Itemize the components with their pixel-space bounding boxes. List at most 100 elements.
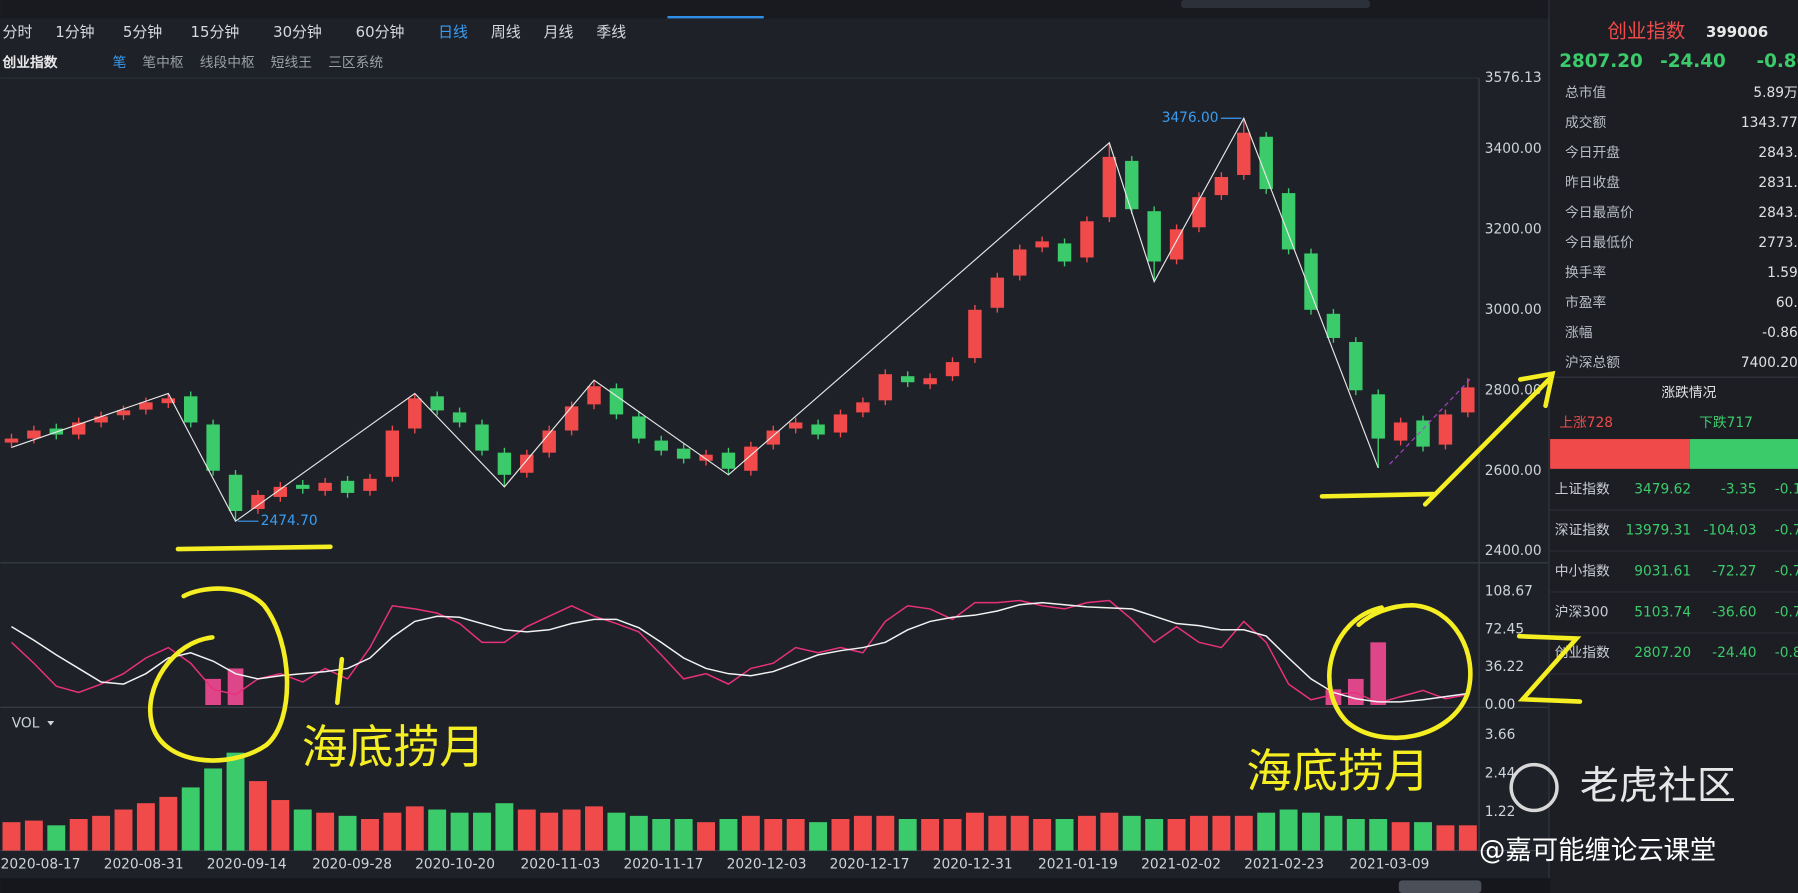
volume-bar [719,818,738,851]
volume-bar [921,818,940,851]
candle-body [1080,221,1094,258]
candle-body [1214,176,1229,196]
candle-body [900,376,915,383]
y-tick-label: 3576.13 [1485,70,1542,86]
scroll-thumb[interactable] [1398,880,1482,893]
period-tab[interactable]: 5分钟 [123,23,162,41]
period-tab[interactable]: 月线 [544,23,574,41]
quote-change: -24.40 [1660,51,1726,72]
volume-bar [271,800,290,851]
y-tick-label: 0.00 [1485,697,1516,713]
index-change: -104.03 [1703,522,1756,538]
candle-body [1035,241,1049,248]
tool-tab[interactable]: 短线王 [271,55,313,71]
candle-body [1192,197,1206,228]
candle-body [968,309,982,359]
up-count: 上涨728 [1559,415,1613,431]
scrollbar[interactable] [0,878,1551,893]
quote-pct: -0.86 [1756,51,1798,72]
volume-bar [428,809,447,851]
x-tick-label: 2021-01-19 [1038,856,1118,872]
volume-bar [629,815,648,851]
index-name[interactable]: 上证指数 [1555,481,1610,497]
candle-body [1259,136,1273,190]
index-change: -24.40 [1712,645,1756,661]
stat-value: 5.89万 [1753,85,1797,101]
volume-bar [540,812,559,851]
candle-body [1281,193,1296,250]
volume-bar [741,815,760,851]
index-name[interactable]: 沪深300 [1555,604,1609,620]
stat-value: 7400.20 [1741,355,1798,371]
circle [148,586,290,763]
stat-label: 昨日收盘 [1565,174,1620,191]
macd-bar [1370,642,1387,705]
candle-body [766,430,780,445]
candle-body [609,388,624,415]
x-tick-label: 2020-11-17 [624,856,704,872]
candle-body [4,438,19,443]
volume-bar [361,818,379,851]
candle-body [497,452,512,475]
period-tab[interactable]: 日线 [438,23,468,41]
volume-bar [1055,818,1074,851]
volume-bar [226,752,245,851]
candle-body [475,424,489,451]
volume-bar [69,818,88,851]
volume-bar [585,806,603,851]
candle-body [1125,160,1139,210]
indicator-line [11,601,1468,703]
stat-value: -0.86 [1762,325,1798,341]
y-tick-label: 36.22 [1485,659,1524,675]
candle-body [430,396,444,411]
period-tab[interactable]: 1分钟 [55,23,94,41]
index-change: -3.35 [1721,481,1757,497]
volume-bar [943,818,962,851]
stat-label: 市盈率 [1565,294,1607,311]
volume-bar [1458,825,1477,851]
y-tick-label: 1.22 [1485,804,1516,820]
x-tick-label: 2020-12-17 [830,856,910,872]
volume-bar [338,815,357,851]
candle-body [1304,253,1318,310]
index-name[interactable]: 中小指数 [1555,563,1610,579]
volume-bar [517,809,536,851]
candle-body [228,474,243,512]
x-tick-label: 2021-02-23 [1244,856,1324,872]
volume-bar [1145,818,1164,851]
period-tab[interactable]: 60分钟 [356,23,405,41]
extreme-label: 3476.00 [1162,110,1219,126]
volume-bar [1414,822,1432,851]
dropdown-arrow[interactable] [47,721,55,726]
x-tick-label: 2020-10-20 [415,856,495,872]
tool-tab[interactable]: 三区系统 [328,55,383,71]
x-tick-label: 2021-02-02 [1141,856,1221,872]
period-tab[interactable]: 分时 [3,23,33,41]
index-name[interactable]: 深证指数 [1555,522,1610,538]
x-tick-label: 2020-11-03 [520,856,600,872]
indicator-line [10,599,1468,704]
y-tick-label: 3400.00 [1485,141,1542,157]
tool-tab[interactable]: 线段中枢 [200,55,255,71]
search-box[interactable] [1181,0,1371,9]
candle-body [340,480,355,493]
period-tab[interactable]: 季线 [596,23,626,41]
top-bar [0,0,1551,19]
volume-bar [1279,809,1298,851]
volume-bar [114,809,133,851]
volume-bar [405,806,424,851]
period-tab[interactable]: 30分钟 [273,23,322,41]
index-pct: -0.8 [1775,645,1798,661]
tool-tab[interactable]: 笔中枢 [142,55,184,71]
index-price: 9031.61 [1634,563,1691,579]
down-bar [1689,439,1798,469]
arrow [1422,375,1553,507]
volume-bar [1436,825,1455,851]
period-tab[interactable]: 15分钟 [191,23,240,41]
tool-tab[interactable]: 笔 [113,55,127,71]
volume-bar [2,822,21,851]
candle-body [1416,420,1430,447]
period-tab[interactable]: 周线 [491,23,521,41]
breadth-title: 涨跌情况 [1661,385,1716,401]
index-pct: -0.7 [1775,563,1798,579]
